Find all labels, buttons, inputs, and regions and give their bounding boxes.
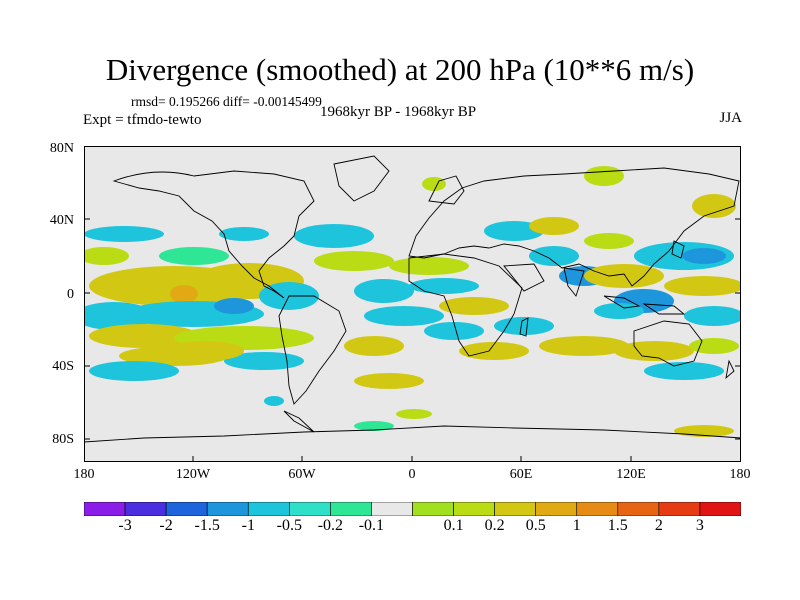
positive-divergence-region [164,341,244,361]
colorbar-swatch [165,502,208,516]
positive-divergence-region [584,233,634,249]
colorbar-swatch [371,502,413,516]
positive-divergence-region [396,409,432,419]
negative-divergence-region [219,227,269,241]
colorbar-swatch [247,502,290,516]
lat-tick-40n: 40N [49,213,74,228]
positive-divergence-region [689,338,739,354]
divergence-field [84,166,741,437]
positive-divergence-region [692,194,736,218]
negative-divergence-region [684,306,741,326]
colorbar-swatch [494,502,536,516]
lon-tick-0: 0 [408,467,416,482]
lon-tick-60e: 60E [509,467,533,482]
weak-negative-region [159,247,229,265]
positive-divergence-region [389,257,469,275]
colorbar-label: -0.2 [317,517,344,534]
positive-divergence-region [422,177,446,191]
colorbar-label: 0.5 [525,517,546,534]
lat-tick-40s: 40S [52,359,74,374]
colorbar-swatch [84,502,126,516]
lon-tick-60w: 60W [288,467,316,482]
season-label: JJA [719,110,742,126]
positive-divergence-region [664,276,741,296]
colorbar [84,502,741,516]
lon-tick-120w: 120W [175,467,211,482]
colorbar-swatch [576,502,619,516]
lon-tick-180w: 180 [73,467,95,482]
strong-negative-region [682,248,726,264]
negative-divergence-region [529,246,579,266]
colorbar-label: 2 [654,517,663,534]
strong-positive-region [170,285,198,303]
colorbar-label: -1.5 [194,517,220,534]
negative-divergence-region [494,317,554,335]
positive-divergence-region [539,336,629,356]
colorbar-swatch [330,502,372,516]
colorbar-label: -2 [159,517,173,534]
positive-divergence-region [89,324,199,348]
positive-divergence-region [459,342,529,360]
colorbar-swatch [412,502,454,516]
positive-divergence-region [354,373,424,389]
divergence-map [84,146,741,462]
experiment-label: Expt = tfmdo-tewto [83,112,202,128]
positive-divergence-region [529,217,579,235]
period-label: 1968kyr BP - 1968kyr BP [320,104,477,120]
positive-divergence-region [314,251,394,271]
colorbar-swatch [699,502,741,516]
colorbar-swatch [289,502,331,516]
colorbar-swatch [124,502,167,516]
positive-divergence-region [584,166,624,186]
colorbar-label: 1.5 [607,517,628,534]
lon-tick-120e: 120E [616,467,646,482]
positive-divergence-region [439,297,509,315]
lat-tick-0: 0 [67,287,74,302]
lon-tick-180e: 180 [729,467,751,482]
colorbar-swatch [535,502,578,516]
axis-ticks [84,146,741,462]
colorbar-swatch [658,502,701,516]
positive-divergence-region [344,336,404,356]
stats-text: rmsd= 0.195266 diff= -0.00145499 [131,94,322,109]
negative-divergence-region [409,278,479,294]
negative-divergence-region [294,224,374,248]
colorbar-label: -0.1 [358,517,385,534]
negative-divergence-region [89,361,179,381]
colorbar-label: 0.2 [484,517,505,534]
colorbar-label: 3 [695,517,704,534]
lat-tick-80n: 80N [49,141,74,156]
negative-divergence-region [424,322,484,340]
colorbar-label: 0.1 [443,517,464,534]
positive-divergence-region [584,264,664,288]
colorbar-label: 1 [572,517,581,534]
colorbar-label: -1 [241,517,255,534]
negative-divergence-region [224,352,304,370]
colorbar-label: -3 [118,517,132,534]
negative-divergence-region [84,226,164,242]
colorbar-swatch [617,502,660,516]
colorbar-swatch [206,502,249,516]
lat-tick-80s: 80S [52,432,74,447]
colorbar-label: -0.5 [276,517,302,534]
strong-negative-region [214,298,254,314]
chart-title: Divergence (smoothed) at 200 hPa (10**6 … [105,52,695,87]
negative-divergence-region [354,279,414,303]
positive-divergence-region [84,247,129,265]
negative-divergence-region [264,396,284,406]
weak-negative-region [354,421,394,431]
coastlines [84,155,741,443]
colorbar-swatch [453,502,495,516]
negative-divergence-region [644,362,724,380]
negative-divergence-region [364,306,444,326]
positive-divergence-region [614,341,694,361]
